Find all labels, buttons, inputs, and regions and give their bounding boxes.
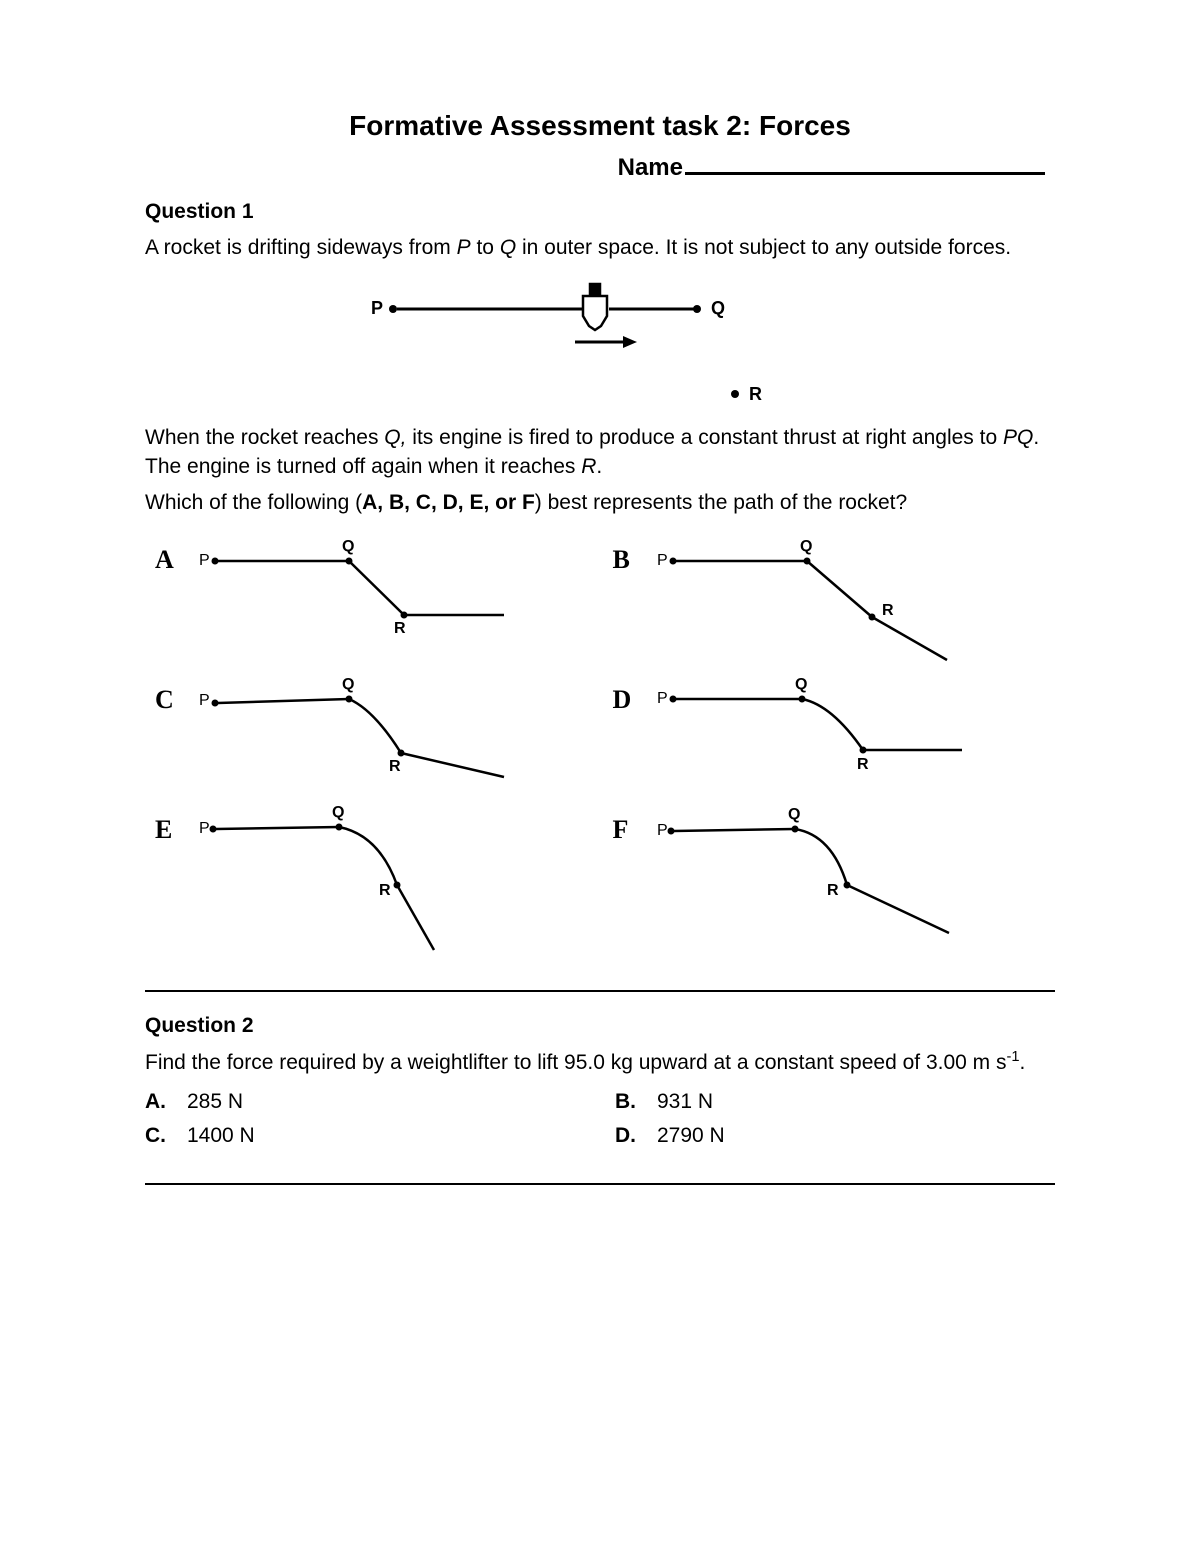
option-E-letter: E [155, 805, 189, 845]
svg-text:Q: Q [800, 538, 812, 555]
q2-text: Find the force required by a weightlifte… [145, 1048, 1055, 1077]
svg-text:P: P [199, 552, 210, 569]
q1-p1-to: to [471, 236, 500, 259]
q1-p2-PQ: PQ [1003, 426, 1033, 449]
q2-choice-D-value: 2790 N [657, 1124, 725, 1148]
option-E[interactable]: E P Q R [155, 805, 588, 955]
svg-text:P: P [657, 690, 668, 707]
q2-choice-A-letter: A. [145, 1090, 187, 1114]
q2-choice-B[interactable]: B. 931 N [615, 1090, 1055, 1114]
page-title: Formative Assessment task 2: Forces [145, 110, 1055, 142]
q2-choices: A. 285 N B. 931 N C. 1400 N D. 2790 N [145, 1090, 1055, 1148]
q2-text-exp: -1 [1006, 1049, 1019, 1065]
svg-text:R: R [857, 756, 869, 773]
svg-text:R: R [389, 758, 401, 775]
q2-choice-B-letter: B. [615, 1090, 657, 1114]
svg-text:Q: Q [332, 805, 344, 821]
name-blank-line[interactable] [685, 172, 1045, 175]
option-C[interactable]: C P Q R [155, 675, 588, 795]
q1-p2-d: . [596, 455, 602, 478]
q1-p2-a: When the rocket reaches [145, 426, 384, 449]
option-A-path-icon: P Q R [189, 535, 509, 655]
q2-choice-B-value: 931 N [657, 1090, 713, 1114]
q1-main-diagram: P Q R [145, 276, 1055, 416]
svg-text:P: P [371, 298, 383, 318]
svg-text:R: R [882, 602, 894, 619]
q2-choice-D-letter: D. [615, 1124, 657, 1148]
q2-choice-C[interactable]: C. 1400 N [145, 1124, 585, 1148]
worksheet-page: Formative Assessment task 2: Forces Name… [0, 0, 1200, 1553]
divider-1 [145, 990, 1055, 992]
svg-text:R: R [379, 882, 391, 899]
q1-p3-bold: A, B, C, D, E, or F [362, 491, 535, 514]
option-E-path-icon: P Q R [189, 805, 509, 955]
q1-p1-P: P [457, 236, 471, 259]
q1-p3-a: Which of the following ( [145, 491, 362, 514]
option-D[interactable]: D P Q R [613, 675, 1046, 795]
divider-2 [145, 1183, 1055, 1185]
option-B[interactable]: B P Q R [613, 535, 1046, 665]
svg-text:R: R [827, 882, 839, 899]
question1-heading: Question 1 [145, 200, 1055, 224]
option-A-letter: A [155, 535, 189, 575]
svg-text:P: P [199, 692, 210, 709]
svg-text:Q: Q [342, 538, 354, 555]
q1-p3-b: ) best represents the path of the rocket… [535, 491, 907, 514]
svg-text:Q: Q [342, 676, 354, 693]
svg-text:Q: Q [788, 806, 800, 823]
q1-paragraph1: A rocket is drifting sideways from P to … [145, 234, 1055, 262]
q1-options-grid: A P Q R B P Q [145, 535, 1055, 955]
q2-choice-D[interactable]: D. 2790 N [615, 1124, 1055, 1148]
option-D-letter: D [613, 675, 647, 715]
q2-text-a: Find the force required by a weightlifte… [145, 1051, 1006, 1074]
svg-text:R: R [749, 384, 762, 404]
option-B-letter: B [613, 535, 647, 575]
svg-text:P: P [199, 820, 210, 837]
svg-text:P: P [657, 822, 668, 839]
svg-text:P: P [657, 552, 668, 569]
svg-text:Q: Q [711, 298, 725, 318]
option-A[interactable]: A P Q R [155, 535, 588, 665]
q1-p2-R: R [581, 455, 596, 478]
option-B-path-icon: P Q R [647, 535, 967, 665]
q1-paragraph2: When the rocket reaches Q, its engine is… [145, 424, 1055, 481]
q1-p1-Q: Q [500, 236, 516, 259]
svg-text:R: R [394, 620, 406, 637]
q2-choice-C-value: 1400 N [187, 1124, 255, 1148]
q1-p2-b: its engine is fired to produce a constan… [406, 426, 1003, 449]
name-label: Name [618, 154, 683, 182]
q2-choice-A[interactable]: A. 285 N [145, 1090, 585, 1114]
option-F-path-icon: P Q R [647, 805, 967, 955]
q2-choice-C-letter: C. [145, 1124, 187, 1148]
option-F-letter: F [613, 805, 647, 845]
q1-p1-a: A rocket is drifting sideways from [145, 236, 457, 259]
q2-text-b: . [1020, 1051, 1026, 1074]
name-row: Name [145, 154, 1055, 182]
svg-text:Q: Q [795, 676, 807, 693]
option-F[interactable]: F P Q R [613, 805, 1046, 955]
q1-p2-Q: Q, [384, 426, 406, 449]
q1-paragraph3: Which of the following (A, B, C, D, E, o… [145, 489, 1055, 517]
question2-heading: Question 2 [145, 1014, 1055, 1038]
q2-choice-A-value: 285 N [187, 1090, 243, 1114]
q1-p1-b: in outer space. It is not subject to any… [516, 236, 1011, 259]
option-C-letter: C [155, 675, 189, 715]
option-D-path-icon: P Q R [647, 675, 967, 795]
option-C-path-icon: P Q R [189, 675, 509, 795]
